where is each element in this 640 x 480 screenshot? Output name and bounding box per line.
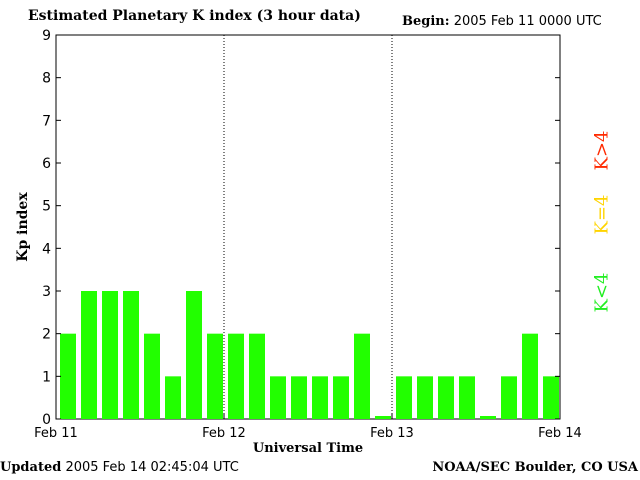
kp-bar — [543, 376, 559, 419]
kp-bar — [186, 291, 202, 419]
legend-k-greater-4: K>4 — [591, 130, 613, 171]
chart-title: Estimated Planetary K index (3 hour data… — [28, 8, 361, 24]
kp-bar — [522, 333, 538, 419]
organization-credit: NOAA/SEC Boulder, CO USA — [432, 460, 638, 475]
y-tick-label: 3 — [42, 284, 51, 300]
y-tick-label: 2 — [42, 327, 51, 343]
plot-frame — [55, 34, 561, 420]
y-tick-label: 7 — [42, 113, 51, 129]
begin-value: 2005 Feb 11 0000 UTC — [453, 14, 602, 29]
x-tick-label: Feb 13 — [370, 426, 414, 441]
kp-bar — [417, 376, 433, 419]
updated-value: 2005 Feb 14 02:45:04 UTC — [65, 460, 239, 475]
kp-bar — [123, 291, 139, 419]
begin-label: Begin: — [402, 14, 450, 29]
kp-bar — [396, 376, 412, 419]
kp-bar — [333, 376, 349, 419]
x-axis-label: Universal Time — [253, 441, 363, 456]
kp-bar — [438, 376, 454, 419]
kp-bar — [375, 416, 391, 419]
updated-info: Updated 2005 Feb 14 02:45:04 UTC — [0, 460, 239, 475]
updated-label: Updated — [0, 460, 62, 475]
kp-bar — [60, 333, 76, 419]
y-tick-label: 4 — [42, 241, 51, 257]
y-tick-label: 8 — [42, 71, 51, 87]
legend-k-equal-4: K=4 — [591, 194, 613, 235]
kp-bar — [144, 333, 160, 419]
kp-bar — [291, 376, 307, 419]
x-tick-label: Feb 12 — [202, 426, 246, 441]
kp-bar — [312, 376, 328, 419]
kp-bar — [228, 333, 244, 419]
x-tick-label: Feb 11 — [34, 426, 78, 441]
kp-bar — [501, 376, 517, 419]
y-tick-label: 9 — [42, 28, 51, 44]
kp-bar — [249, 333, 265, 419]
legend-k-less-4: K<4 — [591, 272, 613, 313]
y-tick-label: 5 — [42, 199, 51, 215]
x-tick-label: Feb 14 — [538, 426, 582, 441]
kp-bar — [165, 376, 181, 419]
kp-bar — [354, 333, 370, 419]
y-axis-label: Kp index — [15, 192, 31, 262]
y-tick-label: 0 — [42, 412, 51, 428]
kp-bar — [102, 291, 118, 419]
y-tick-label: 1 — [42, 369, 51, 385]
y-tick-label: 6 — [42, 156, 51, 172]
kp-bar — [207, 333, 223, 419]
kp-bar — [81, 291, 97, 419]
kp-bar — [270, 376, 286, 419]
kp-bar — [480, 416, 496, 419]
kp-bar — [459, 376, 475, 419]
begin-info: Begin: 2005 Feb 11 0000 UTC — [402, 14, 602, 29]
